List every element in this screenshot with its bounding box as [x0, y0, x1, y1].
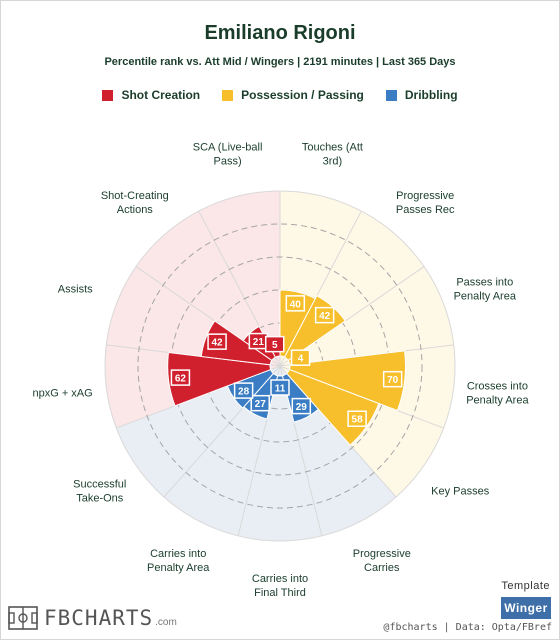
value-label-carries-into-final-third: 11 — [275, 384, 286, 395]
axis-label-progressive-passes-rec: Progressive Passes Rec — [396, 190, 455, 216]
value-badge-sca-live-ball-pass — [264, 335, 285, 353]
legend-label-shot-creation: Shot Creation — [121, 88, 201, 102]
axis-label-touches-att-3rd: Touches (Att 3rd) — [302, 141, 363, 167]
value-badge-key-passes — [347, 410, 367, 427]
legend-item-shot-creation[interactable]: Shot Creation — [102, 88, 200, 102]
value-badge-carries-into-final-third — [270, 379, 290, 396]
axis-label-crosses-into-penalty-area: Crosses into Penalty Area — [466, 380, 529, 406]
axis-label-carries-into-penalty-area: Carries into Penalty Area — [147, 548, 210, 574]
legend: Shot Creation Possession / Passing Dribb… — [0, 88, 560, 102]
brand-text: FBCHARTS — [44, 606, 154, 630]
value-label-passes-into-penalty-area: 4 — [298, 354, 304, 365]
value-label-key-passes: 58 — [352, 415, 364, 426]
axis-label-carries-into-final-third: Carries into Final Third — [252, 573, 308, 599]
value-label-successful-take-ons: 28 — [238, 387, 250, 398]
value-label-sca-live-ball-pass: 5 — [272, 340, 278, 351]
value-badge-progressive-carries — [291, 397, 312, 415]
sector-bg-sca-live-ball-pass — [198, 191, 280, 366]
axis-label-sca-live-ball-pass: SCA (Live-ball Pass) — [193, 141, 263, 167]
axis-label-shot-creating-actions: Shot-Creating Actions — [101, 190, 169, 216]
legend-item-possession-passing[interactable]: Possession / Passing — [222, 88, 364, 102]
sector-bg-carries-into-final-third — [238, 366, 322, 541]
brand-logo: FBCHARTS .com — [8, 606, 177, 630]
value-badge-npxg-xag — [170, 369, 191, 386]
sector-bg-shot-creating-actions — [135, 211, 280, 366]
bar-assists — [200, 320, 273, 366]
value-badge-carries-into-penalty-area — [250, 394, 270, 412]
chart-title: Emiliano Rigoni — [204, 22, 356, 44]
value-label-progressive-carries: 29 — [296, 402, 308, 413]
grid-ring-80 — [137, 223, 423, 509]
value-label-touches-att-3rd: 40 — [290, 299, 302, 310]
brand-suffix: .com — [155, 617, 177, 628]
value-label-npxg-xag: 62 — [175, 374, 187, 385]
legend-swatch-possession-passing — [222, 89, 234, 101]
value-badge-assists — [207, 333, 227, 350]
outer-ring — [104, 190, 456, 542]
axis-label-npxg-xag: npxG + xAG — [32, 387, 92, 399]
legend-label-possession-passing: Possession / Passing — [241, 88, 364, 102]
value-badge-successful-take-ons — [233, 382, 254, 399]
value-label-progressive-passes-rec: 42 — [319, 311, 331, 322]
pitch-icon — [8, 606, 38, 630]
sector-bg-passes-into-penalty-area — [280, 266, 454, 366]
value-label-assists: 42 — [212, 338, 224, 349]
axis-label-progressive-carries: Progressive Carries — [353, 548, 411, 574]
value-badge-progressive-passes-rec — [314, 306, 335, 324]
axis-label-successful-take-ons: Successful Take-Ons — [73, 478, 126, 504]
chart-subtitle: Percentile rank vs. Att Mid / Wingers | … — [104, 56, 456, 68]
value-label-shot-creating-actions: 21 — [253, 337, 265, 348]
value-badge-passes-into-penalty-area — [290, 349, 311, 366]
legend-label-dribbling: Dribbling — [404, 88, 458, 102]
value-badge-crosses-into-penalty-area — [382, 370, 403, 388]
axis-label-passes-into-penalty-area: Passes into Penalty Area — [454, 276, 517, 302]
template-label: Template — [501, 580, 550, 592]
axis-label-key-passes: Key Passes — [431, 485, 490, 497]
template-badge: Winger — [501, 597, 551, 619]
bar-npxg-xag — [167, 351, 272, 407]
value-label-carries-into-penalty-area: 27 — [255, 399, 267, 410]
legend-swatch-dribbling — [385, 89, 397, 101]
value-badge-touches-att-3rd — [285, 295, 306, 312]
axis-label-assists: Assists — [58, 283, 93, 295]
bar-crosses-into-penalty-area — [288, 350, 406, 412]
legend-swatch-shot-creation — [102, 89, 114, 101]
value-label-crosses-into-penalty-area: 70 — [387, 375, 399, 386]
data-credit: @fbcharts | Data: Opta/FBref — [383, 622, 552, 633]
legend-item-dribbling[interactable]: Dribbling — [385, 88, 458, 102]
